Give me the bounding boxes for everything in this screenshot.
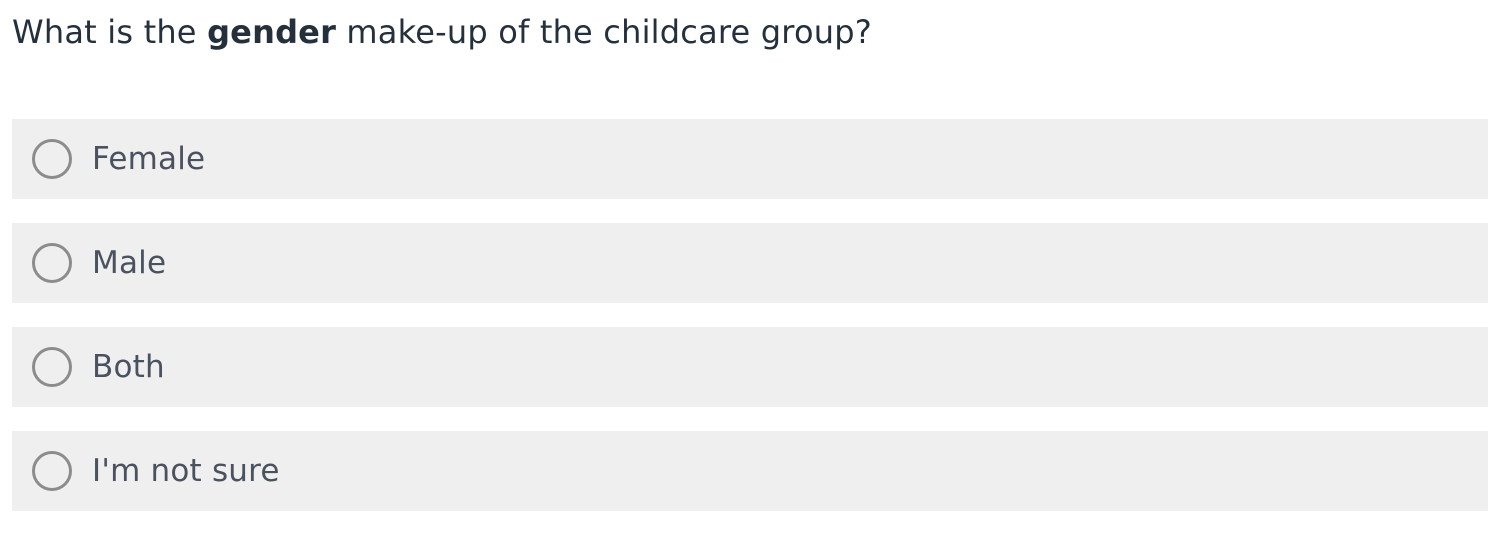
option-not-sure[interactable]: I'm not sure [12, 431, 1488, 511]
option-male[interactable]: Male [12, 223, 1488, 303]
question-prefix: What is the [12, 13, 208, 51]
option-female[interactable]: Female [12, 119, 1488, 199]
radio-circle-icon[interactable] [32, 243, 72, 283]
answer-options: Female Male Both I'm not sure [12, 119, 1488, 535]
option-label: Male [92, 245, 167, 281]
radio-circle-icon[interactable] [32, 347, 72, 387]
question-emphasis: gender [207, 13, 337, 51]
option-both[interactable]: Both [12, 327, 1488, 407]
option-label: I'm not sure [92, 453, 280, 489]
radio-circle-icon[interactable] [32, 451, 72, 491]
radio-circle-icon[interactable] [32, 139, 72, 179]
question-suffix: make-up of the childcare group? [336, 13, 872, 51]
option-label: Both [92, 349, 165, 385]
question-title: What is the gender make-up of the childc… [12, 10, 872, 54]
option-label: Female [92, 141, 206, 177]
